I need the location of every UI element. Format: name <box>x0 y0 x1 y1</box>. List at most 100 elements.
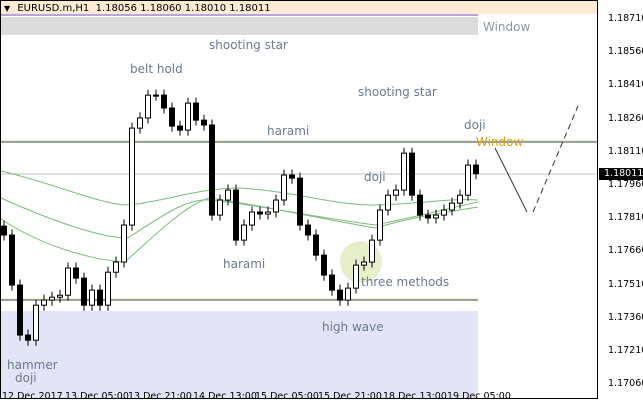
candle-body <box>337 289 343 301</box>
candle-body <box>17 284 23 336</box>
candle-body <box>193 102 199 121</box>
candle-body <box>369 239 375 263</box>
candles <box>1 89 479 346</box>
level-bottom-shade <box>1 298 478 300</box>
candle-body <box>113 261 119 273</box>
label-shooting-star-2: shooting star <box>358 85 437 99</box>
plot-border <box>0 0 598 399</box>
candle-body <box>273 199 279 213</box>
label-window-right: Window <box>476 135 524 149</box>
zone-bottom <box>1 311 478 398</box>
candle-body <box>361 261 367 266</box>
candle-body <box>1 225 7 236</box>
candle-body <box>137 117 143 129</box>
candle-body <box>345 287 351 301</box>
candle-body <box>25 334 31 341</box>
candle-body <box>9 234 15 286</box>
x-tick-label: 18 Dec 13:00 <box>383 391 447 402</box>
moving-average-mid <box>0 197 479 239</box>
label-high-wave: high wave <box>322 320 384 334</box>
candle-body <box>185 102 191 131</box>
candle-body <box>449 202 455 211</box>
candle-body <box>201 119 207 126</box>
x-tick-label: 15 Dec 05:00 <box>255 391 319 402</box>
open-price: 1.18056 <box>95 3 137 14</box>
y-tick-label: 1.18260 <box>608 112 643 124</box>
candle-body <box>81 277 87 306</box>
y-tick-label: 1.18110 <box>608 145 643 157</box>
candle-body <box>49 296 55 301</box>
x-tick-label: 13 Dec 21:00 <box>128 391 192 402</box>
symbol: EURUSD.m,H1 <box>17 3 90 14</box>
x-tick-label: 14 Dec 13:00 <box>193 391 257 402</box>
candle-body <box>393 189 399 196</box>
y-tick-label: 1.17360 <box>608 311 643 323</box>
candle-body <box>377 209 383 241</box>
candle-body <box>385 194 391 211</box>
label-shooting-star-1: shooting star <box>209 38 288 52</box>
collapse-arrow-icon[interactable]: ▼ <box>4 4 11 13</box>
candle-body <box>265 211 271 215</box>
y-tick-label: 1.17510 <box>608 278 643 290</box>
candle-body <box>313 234 319 256</box>
candle-body <box>65 267 71 296</box>
x-tick-label: 12 Dec 2017 <box>2 391 63 402</box>
label-doji-2: doji <box>464 118 486 132</box>
y-tick-label: 1.17060 <box>608 378 643 390</box>
moving-average-fast <box>0 197 479 263</box>
candle-body <box>129 127 135 226</box>
candle-body <box>41 299 47 306</box>
candle-body <box>441 209 447 216</box>
label-three-methods: three methods <box>361 275 450 289</box>
candle-body <box>57 294 63 298</box>
candle-body <box>401 152 407 191</box>
level-top-shade <box>1 140 597 142</box>
label-harami-1: harami <box>267 124 310 138</box>
candle-body <box>217 199 223 216</box>
candle-body <box>177 125 183 131</box>
candle-body <box>353 264 359 289</box>
y-tick-label: 1.17660 <box>608 245 643 257</box>
candle-body <box>257 211 263 215</box>
y-tick-label: 1.18410 <box>608 79 643 91</box>
candle-body <box>97 289 103 306</box>
candle-body <box>409 152 415 196</box>
current-price-badge: 1.18011 <box>599 168 643 180</box>
projection-dashed <box>532 105 579 213</box>
candle-body <box>305 224 311 236</box>
label-window-top: Window <box>483 20 531 34</box>
x-tick-label: 13 Dec 05:00 <box>65 391 129 402</box>
low-price: 1.18010 <box>184 3 227 14</box>
zone-top <box>1 17 478 35</box>
x-tick-label: 15 Dec 21:00 <box>318 391 382 402</box>
label-doji-1: doji <box>364 170 386 184</box>
candle-body <box>241 224 247 241</box>
candle-body <box>153 94 159 97</box>
candle-body <box>249 211 255 226</box>
candle-body <box>169 107 175 127</box>
candle-body <box>425 214 431 219</box>
candle-body <box>289 174 295 179</box>
candle-body <box>121 224 127 263</box>
x-tick-label: 19 Dec 05:00 <box>447 391 511 402</box>
candle-body <box>473 164 479 175</box>
label-doji-3: doji <box>15 371 37 385</box>
moving-average-slow <box>0 170 479 206</box>
title-bar <box>1 1 597 14</box>
candle-body <box>329 274 335 291</box>
high-price: 1.18060 <box>140 3 182 14</box>
candle-body <box>225 189 231 201</box>
candle-body <box>281 174 287 201</box>
y-tick-label: 1.17960 <box>608 179 643 190</box>
y-tick-label: 1.18560 <box>608 46 643 58</box>
candle-body <box>233 189 239 241</box>
candle-body <box>457 194 463 204</box>
candle-body <box>161 94 167 109</box>
projection-solid <box>494 147 528 213</box>
label-hammer: hammer <box>7 358 58 372</box>
candle-body <box>145 94 151 119</box>
candle-body <box>33 304 39 341</box>
candle-body <box>433 214 439 219</box>
candle-body <box>321 254 327 276</box>
